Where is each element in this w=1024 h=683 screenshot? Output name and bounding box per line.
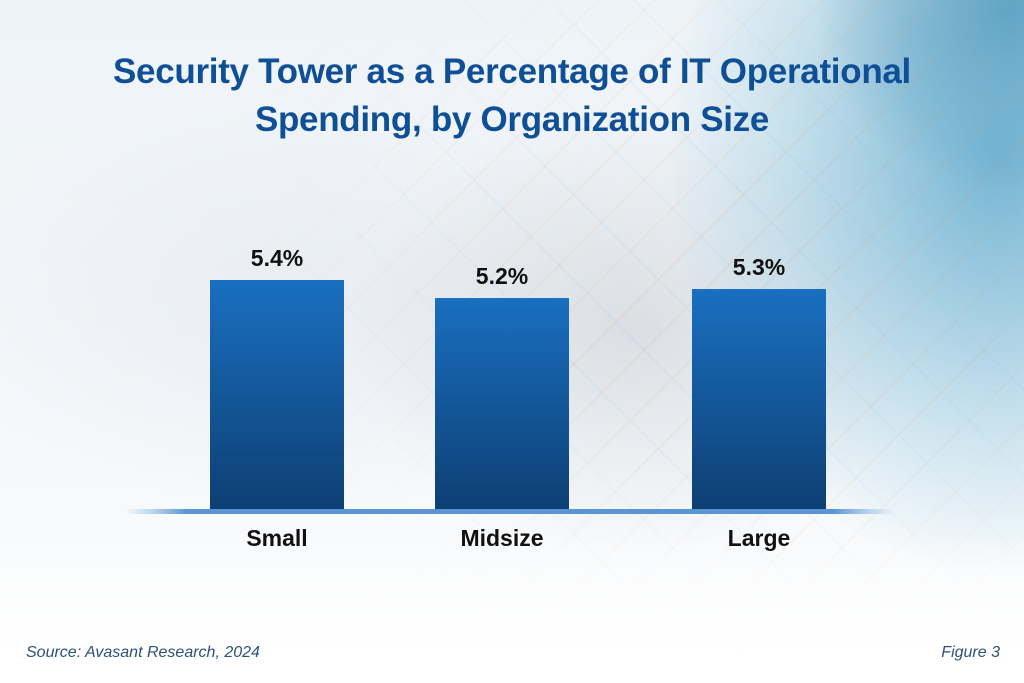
- x-tick-label-large: Large: [728, 525, 791, 551]
- x-tick-label-small: Small: [246, 525, 307, 551]
- bar-midsize: [435, 298, 569, 510]
- bar-large: [692, 289, 826, 510]
- chart-title-line-2: Spending, by Organization Size: [254, 100, 770, 139]
- data-label-small: 5.4%: [251, 245, 303, 271]
- data-label-midsize: 5.2%: [476, 263, 528, 289]
- figure-number: Figure 3: [941, 644, 1000, 661]
- chart-title: Security Tower as a Percentage of IT Ope…: [0, 48, 1024, 144]
- labels-layer: 5.4% Small 5.2% Midsize 5.3% Large: [246, 245, 790, 551]
- source-note: Source: Avasant Research, 2024: [26, 644, 260, 661]
- x-tick-label-midsize: Midsize: [460, 525, 543, 551]
- bar-small: [210, 280, 344, 510]
- background-fade: [0, 533, 1024, 683]
- chart-title-line-1: Security Tower as a Percentage of IT Ope…: [113, 52, 911, 91]
- bars-layer: [210, 280, 826, 510]
- data-label-large: 5.3%: [733, 254, 785, 280]
- x-axis-baseline: [125, 509, 895, 514]
